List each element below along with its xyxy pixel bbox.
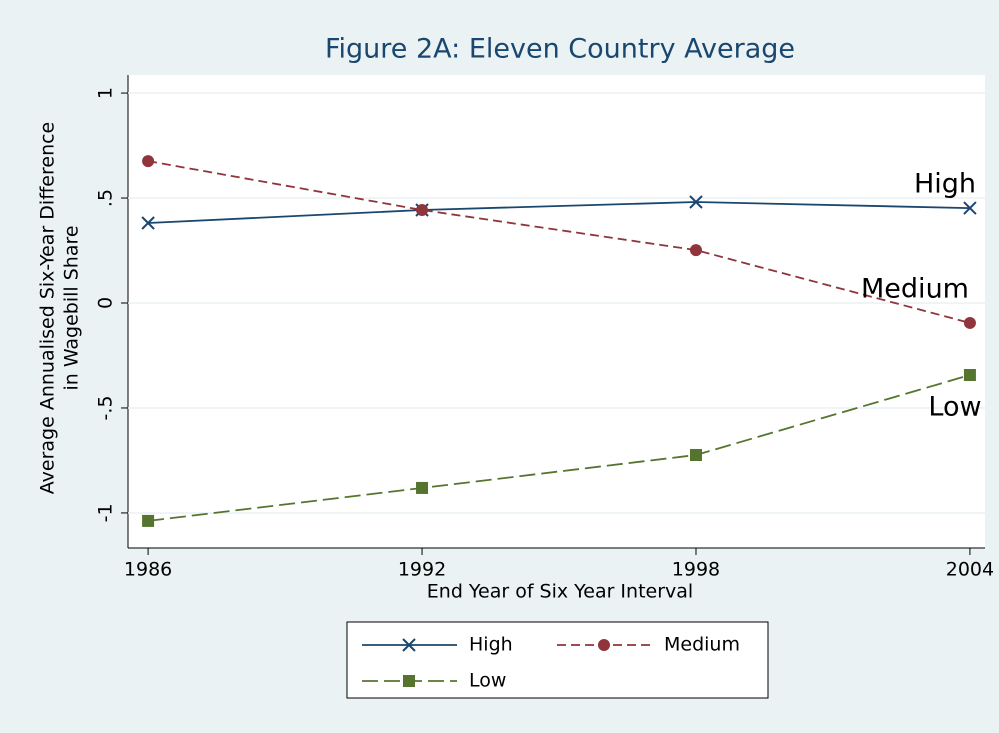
marker: [141, 216, 155, 230]
marker: [142, 514, 155, 527]
legend-marker: [403, 675, 415, 687]
series-line: [147, 374, 971, 522]
annotation: Medium: [861, 274, 969, 305]
legend-marker: [402, 638, 416, 652]
x-tick-label: 1998: [672, 559, 720, 581]
y-tick-label: -1: [95, 503, 117, 522]
marker: [963, 201, 977, 215]
marker: [963, 369, 976, 382]
marker: [689, 244, 702, 257]
marker: [416, 481, 429, 494]
plot-area: [128, 75, 985, 548]
x-tick-label: 1992: [398, 559, 446, 581]
legend-label: High: [469, 634, 513, 656]
marker: [142, 155, 155, 168]
marker: [689, 448, 702, 461]
marker: [963, 316, 976, 329]
legend-label: Medium: [664, 634, 740, 656]
y-axis-title: in Wagebill Share: [61, 225, 83, 390]
annotation: High: [914, 169, 976, 200]
legend-label: Low: [469, 670, 506, 692]
y-tick-label: 0: [95, 297, 117, 309]
x-axis-title: End Year of Six Year Interval: [427, 581, 693, 603]
annotation: Low: [928, 392, 981, 423]
x-tick-label: 1986: [124, 559, 172, 581]
marker: [416, 203, 429, 216]
y-tick-label: 1: [95, 87, 117, 99]
legend-marker: [598, 639, 610, 651]
marker: [689, 195, 703, 209]
x-tick-label: 2004: [946, 559, 994, 581]
y-tick-label: .5: [95, 189, 117, 207]
legend: [346, 621, 769, 699]
y-tick-label: -.5: [95, 395, 117, 420]
chart-title: Figure 2A: Eleven Country Average: [325, 34, 795, 65]
y-axis-title: Average Annualised Six-Year Difference: [37, 122, 59, 494]
series-line: [148, 201, 970, 224]
